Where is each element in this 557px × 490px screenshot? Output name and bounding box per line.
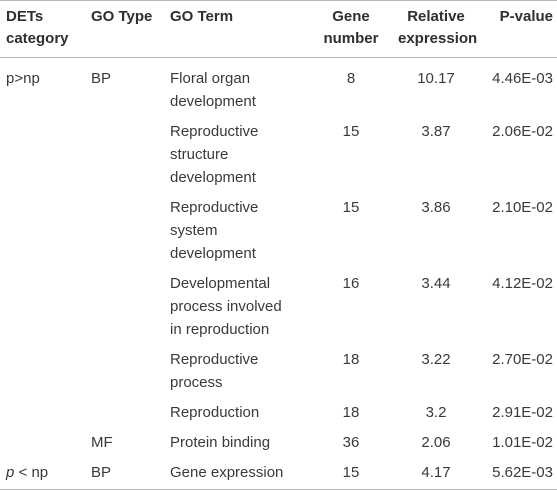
cell-relative-expression: 4.17 bbox=[392, 457, 480, 490]
cell-relative-expression: 3.44 bbox=[421, 275, 451, 292]
cell-go-term: Reproduction bbox=[164, 397, 310, 427]
table-row: MF Protein binding 36 2.06 1.01E-02 bbox=[0, 427, 557, 457]
cell-go-term: Floral organ development bbox=[164, 58, 310, 117]
cell-p-value: 4.46E-03 bbox=[492, 70, 553, 87]
cell-go-type: MF bbox=[91, 434, 113, 451]
cell-gene-number: 36 bbox=[342, 434, 360, 451]
cell-relative-expression: 3.22 bbox=[421, 351, 451, 368]
cell-category: p>np bbox=[6, 70, 40, 87]
cell-relative-expression: 10.17 bbox=[417, 70, 455, 87]
go-term-line: Developmental bbox=[170, 275, 271, 292]
header-row: DETs category GO Type GO Term Gene numbe… bbox=[0, 0, 557, 58]
header-gene-number-line1: Gene bbox=[332, 8, 370, 25]
table-row: Reproductive system development 15 3.86 … bbox=[0, 192, 557, 268]
header-dets-category-line1: DETs bbox=[6, 8, 44, 25]
cell-p-value: 5.62E-03 bbox=[480, 457, 557, 490]
cell-go-type bbox=[85, 116, 164, 192]
cell-p-value: 2.10E-02 bbox=[492, 199, 553, 216]
header-gene-number-line2: number bbox=[323, 30, 379, 47]
table-body: p>np BP Floral organ development 8 10.17… bbox=[0, 58, 557, 490]
cell-p-value: 2.70E-02 bbox=[492, 351, 553, 368]
cell-go-term: Reproductive structure development bbox=[164, 116, 310, 192]
header-go-type: GO Type bbox=[85, 0, 164, 58]
table-row: Developmental process involved in reprod… bbox=[0, 268, 557, 344]
go-term-line: development bbox=[170, 245, 256, 262]
table-row: Reproductive structure development 15 3.… bbox=[0, 116, 557, 192]
cell-go-term: Reproductive process bbox=[164, 344, 310, 397]
cell-relative-expression: 3.87 bbox=[421, 123, 451, 140]
cell-category bbox=[0, 344, 85, 397]
header-relative-expression-line2: expression bbox=[398, 30, 478, 47]
cell-go-type: BP bbox=[91, 70, 112, 87]
go-term-line: development bbox=[170, 93, 256, 110]
header-relative-expression-line1: Relative bbox=[407, 8, 465, 25]
cell-gene-number: 18 bbox=[342, 404, 360, 421]
cell-gene-number: 15 bbox=[310, 457, 392, 490]
cell-go-type bbox=[85, 397, 164, 427]
cell-p-value: 2.06E-02 bbox=[492, 123, 553, 140]
cell-relative-expression: 2.06 bbox=[421, 434, 451, 451]
go-term-line: Protein binding bbox=[170, 434, 271, 451]
header-go-term: GO Term bbox=[164, 0, 310, 58]
cell-go-term: Developmental process involved in reprod… bbox=[164, 268, 310, 344]
cell-category bbox=[0, 268, 85, 344]
header-p-value: P-value bbox=[480, 0, 557, 58]
cell-category bbox=[0, 116, 85, 192]
go-term-line: process involved bbox=[170, 298, 282, 315]
table-row: p>np BP Floral organ development 8 10.17… bbox=[0, 58, 557, 117]
header-gene-number: Gene number bbox=[310, 0, 392, 58]
go-term-line: Reproductive bbox=[170, 199, 259, 216]
cell-gene-number: 18 bbox=[342, 351, 360, 368]
go-term-line: Reproductive bbox=[170, 123, 259, 140]
cell-go-term: Gene expression bbox=[164, 457, 310, 490]
cell-category bbox=[0, 397, 85, 427]
go-term-line: Reproduction bbox=[170, 404, 260, 421]
go-term-line: process bbox=[170, 374, 223, 391]
go-term-line: Floral organ bbox=[170, 70, 251, 87]
cell-go-term: Reproductive system development bbox=[164, 192, 310, 268]
table-row: p < np BP Gene expression 15 4.17 5.62E-… bbox=[0, 457, 557, 490]
table-row: Reproductive process 18 3.22 2.70E-02 bbox=[0, 344, 557, 397]
table-header: DETs category GO Type GO Term Gene numbe… bbox=[0, 0, 557, 58]
cell-p-value: 4.12E-02 bbox=[492, 275, 553, 292]
go-term-line: structure bbox=[170, 146, 229, 163]
go-term-line: system bbox=[170, 222, 218, 239]
cell-p-value: 2.91E-02 bbox=[492, 404, 553, 421]
cell-p-value: 1.01E-02 bbox=[492, 434, 553, 451]
header-dets-category: DETs category bbox=[0, 0, 85, 58]
cell-gene-number: 15 bbox=[342, 123, 360, 140]
cell-go-type bbox=[85, 344, 164, 397]
go-term-line: in reproduction bbox=[170, 321, 270, 338]
cell-go-type bbox=[85, 192, 164, 268]
cell-category bbox=[0, 427, 85, 457]
cell-go-type: BP bbox=[85, 457, 164, 490]
cell-go-term: Protein binding bbox=[164, 427, 310, 457]
cell-relative-expression: 3.2 bbox=[425, 404, 447, 421]
header-relative-expression: Relative expression bbox=[392, 0, 480, 58]
cell-relative-expression: 3.86 bbox=[421, 199, 451, 216]
go-term-line: development bbox=[170, 169, 256, 186]
cell-gene-number: 16 bbox=[342, 275, 360, 292]
cell-category: p < np bbox=[0, 457, 85, 490]
cell-go-type bbox=[85, 268, 164, 344]
table-row: Reproduction 18 3.2 2.91E-02 bbox=[0, 397, 557, 427]
go-term-line: Reproductive bbox=[170, 351, 259, 368]
header-dets-category-line2: category bbox=[6, 30, 69, 47]
cell-category bbox=[0, 192, 85, 268]
cell-gene-number: 15 bbox=[342, 199, 360, 216]
cell-gene-number: 8 bbox=[346, 70, 356, 87]
